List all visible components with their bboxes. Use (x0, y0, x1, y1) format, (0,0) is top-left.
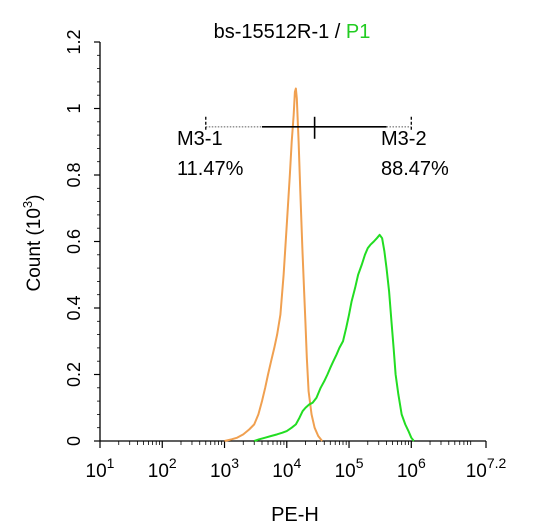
marker-right-percent: 88.47% (381, 158, 449, 180)
y-axis-label-exponent: 3 (20, 201, 35, 208)
chart-title-main: bs-15512R-1 / (214, 21, 346, 43)
x-tick-label: 105 (335, 455, 364, 482)
y-axis-label-main: Count (10 (24, 208, 45, 291)
chart-title: bs-15512R-1 / P1 (214, 21, 371, 43)
x-tick-label: 104 (272, 455, 301, 482)
y-tick-label: 0.8 (64, 162, 84, 187)
y-tick-label: 0.4 (64, 295, 84, 320)
chart-title-gate: P1 (346, 21, 370, 43)
x-tick-label: 107.2 (466, 455, 507, 482)
x-tick-label: 102 (148, 455, 177, 482)
series-group (224, 87, 415, 442)
y-axis-label-suffix: ) (24, 194, 45, 200)
y-tick-label: 0 (64, 436, 84, 446)
axes: 0 0.2 0.4 0.6 0.8 1 1.2 101 102 103 104 105 106 107.2 (64, 29, 507, 482)
marker-left-percent: 11.47% (177, 158, 244, 180)
marker-left-name: M3-1 (177, 128, 223, 150)
marker-group: M3-1 11.47% M3-2 88.47% (177, 116, 449, 180)
x-tick-label: 101 (86, 455, 115, 482)
x-tick-label: 103 (210, 455, 239, 482)
x-axis-label: PE-H (271, 504, 319, 526)
marker-right-name: M3-2 (381, 128, 427, 150)
y-tick-label: 0.2 (64, 362, 84, 387)
histogram-series-1 (224, 87, 323, 442)
x-tick-label: 106 (397, 455, 426, 482)
y-axis-label: Count (103) (20, 194, 45, 291)
y-tick-label: 0.6 (64, 229, 84, 254)
histogram-series-2 (253, 233, 415, 442)
y-tick-label: 1.2 (64, 29, 84, 54)
y-tick-label: 1 (64, 103, 84, 113)
